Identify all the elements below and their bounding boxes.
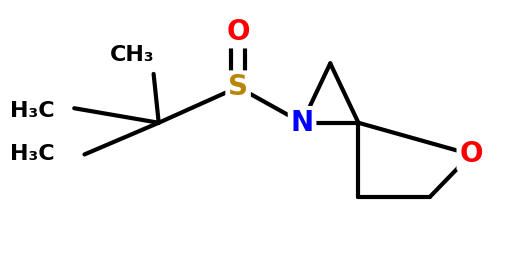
Text: S: S	[228, 73, 248, 101]
Text: H₃C: H₃C	[10, 101, 55, 121]
Text: O: O	[459, 140, 483, 168]
Text: CH₃: CH₃	[110, 45, 155, 65]
Text: O: O	[226, 18, 250, 46]
Text: H₃C: H₃C	[10, 144, 55, 164]
Text: N: N	[290, 109, 314, 137]
